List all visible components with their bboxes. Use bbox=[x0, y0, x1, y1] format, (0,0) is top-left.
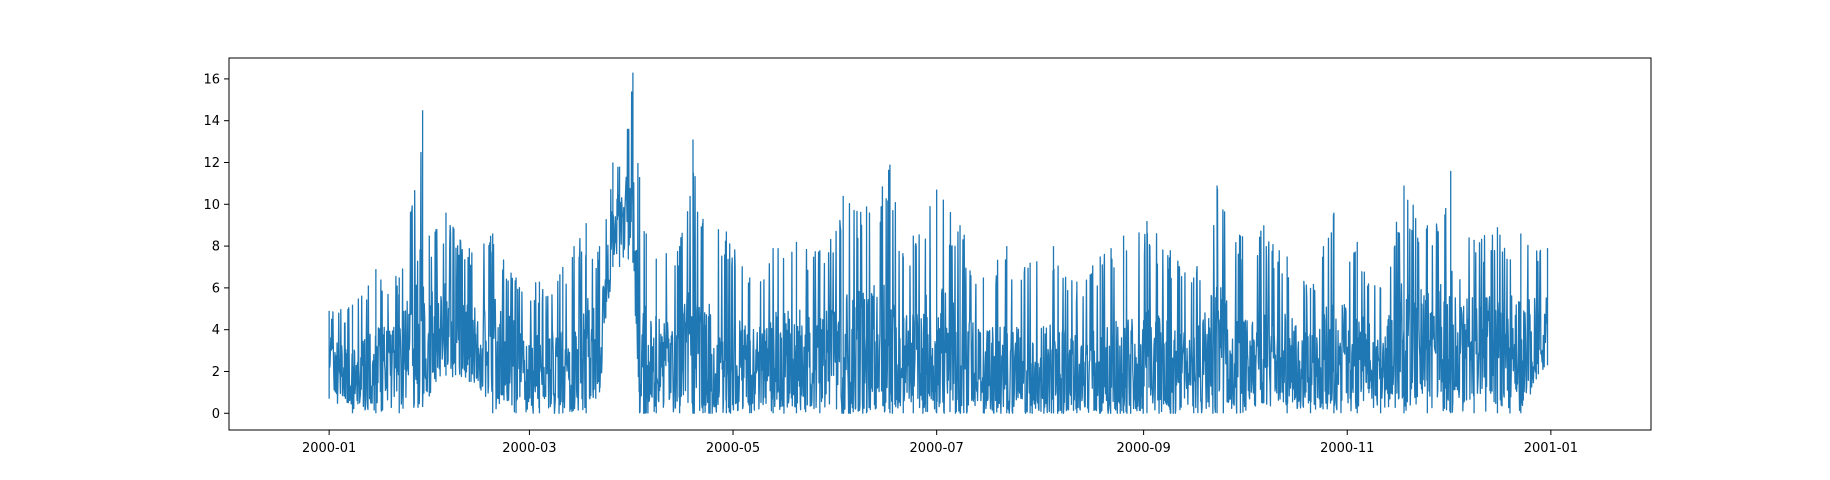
y-axis: 0 2 4 6 8 10 12 14 16 bbox=[203, 72, 229, 422]
x-tick-label: 2000-03 bbox=[502, 441, 556, 456]
axes-border bbox=[228, 57, 1652, 431]
y-tick-label: 0 bbox=[212, 407, 220, 422]
y-tick-label: 8 bbox=[212, 240, 220, 255]
x-tick-label: 2000-09 bbox=[1116, 441, 1170, 456]
y-tick-label: 12 bbox=[203, 156, 220, 171]
x-tick-label: 2000-01 bbox=[302, 441, 356, 456]
y-tick-label: 10 bbox=[203, 198, 220, 213]
data-series-line bbox=[328, 72, 1549, 414]
y-tick-label: 2 bbox=[212, 365, 220, 380]
x-tick-label: 2000-05 bbox=[706, 441, 760, 456]
x-tick-label: 2000-07 bbox=[909, 441, 963, 456]
y-tick-label: 4 bbox=[212, 323, 220, 338]
x-tick-label: 2000-11 bbox=[1320, 441, 1374, 456]
y-tick-label: 14 bbox=[203, 114, 220, 129]
plot-area bbox=[228, 57, 1652, 431]
x-axis: 2000-01 2000-03 2000-05 2000-07 2000-09 2000-… bbox=[302, 430, 1578, 456]
series-layer bbox=[328, 72, 1549, 414]
y-tick-label: 6 bbox=[212, 281, 220, 296]
x-tick-label: 2001-01 bbox=[1524, 441, 1578, 456]
y-tick-label: 16 bbox=[203, 72, 220, 87]
